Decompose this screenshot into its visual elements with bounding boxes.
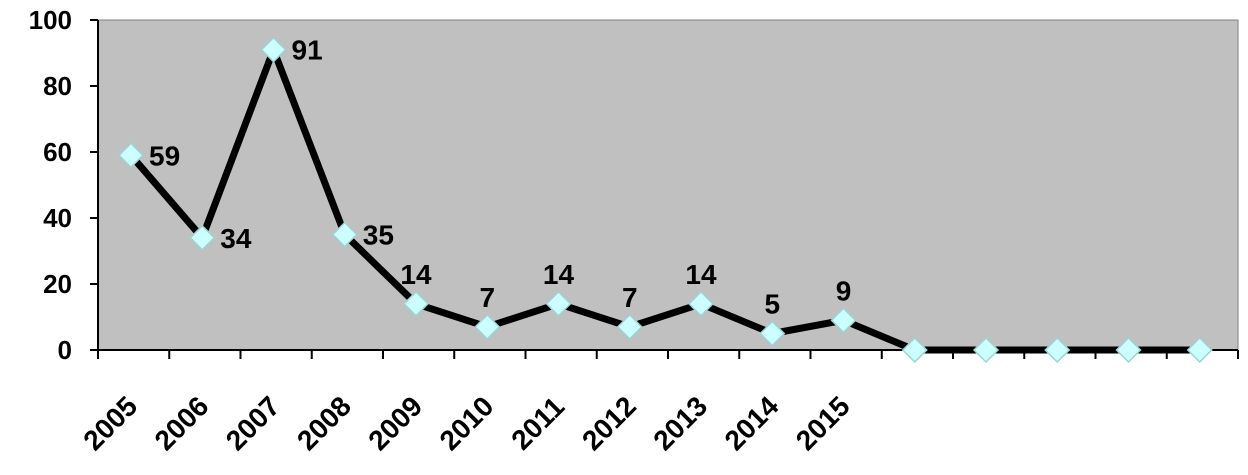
series-line (127, 46, 1204, 354)
x-tick-label: 2010 (434, 390, 500, 456)
data-point-marker (830, 307, 857, 334)
data-label: 5 (764, 289, 780, 320)
data-point-marker (331, 221, 358, 248)
data-point-marker (1186, 336, 1213, 364)
x-tick-label: 2014 (719, 390, 785, 456)
data-label: 34 (220, 223, 252, 254)
data-label: 91 (292, 35, 323, 66)
x-tick-label: 2008 (291, 390, 357, 456)
data-label: 59 (149, 140, 180, 171)
data-label: 35 (363, 220, 394, 251)
data-point-marker (402, 290, 430, 317)
x-tick-label: 2013 (647, 390, 713, 456)
y-axis: 0 20 40 60 80 100 (29, 5, 99, 365)
x-tick-label: 2015 (790, 390, 856, 456)
data-point-marker (260, 36, 287, 63)
x-tick-label: 2009 (362, 390, 428, 456)
x-tick-label: 2011 (505, 391, 570, 456)
x-tick-label: 2006 (149, 390, 215, 456)
y-tick-label: 0 (58, 335, 72, 365)
data-point-marker (474, 313, 501, 340)
data-point-marker (616, 313, 643, 340)
y-tick-label: 40 (43, 203, 72, 233)
data-label: 14 (685, 259, 717, 290)
plot-area (97, 19, 1239, 351)
data-point-marker (1044, 336, 1071, 364)
x-tick-label: 2012 (576, 390, 642, 456)
data-point-marker (545, 290, 572, 317)
data-label: 14 (400, 259, 432, 290)
data-point-marker (972, 336, 1000, 364)
data-point-marker (117, 142, 145, 169)
data-point-marker (1115, 336, 1142, 364)
markers (117, 36, 1213, 364)
x-tick-label: 2005 (77, 390, 143, 456)
data-label: 7 (479, 282, 495, 313)
data-point-marker (759, 320, 786, 347)
y-tick-label: 100 (29, 5, 72, 35)
y-tick-label: 80 (43, 71, 72, 101)
data-point-marker (901, 336, 928, 364)
data-label: 9 (836, 275, 852, 306)
data-label: 14 (543, 259, 575, 290)
y-tick-label: 60 (43, 137, 72, 167)
data-point-marker (189, 224, 216, 251)
y-tick-label: 20 (43, 269, 72, 299)
data-label: 7 (622, 282, 638, 313)
x-tick-label: 2007 (220, 390, 286, 456)
x-axis: 2005 2006 2007 2008 2009 2010 2011 2012 2013 2014… (77, 349, 1239, 456)
data-point-marker (687, 290, 715, 317)
